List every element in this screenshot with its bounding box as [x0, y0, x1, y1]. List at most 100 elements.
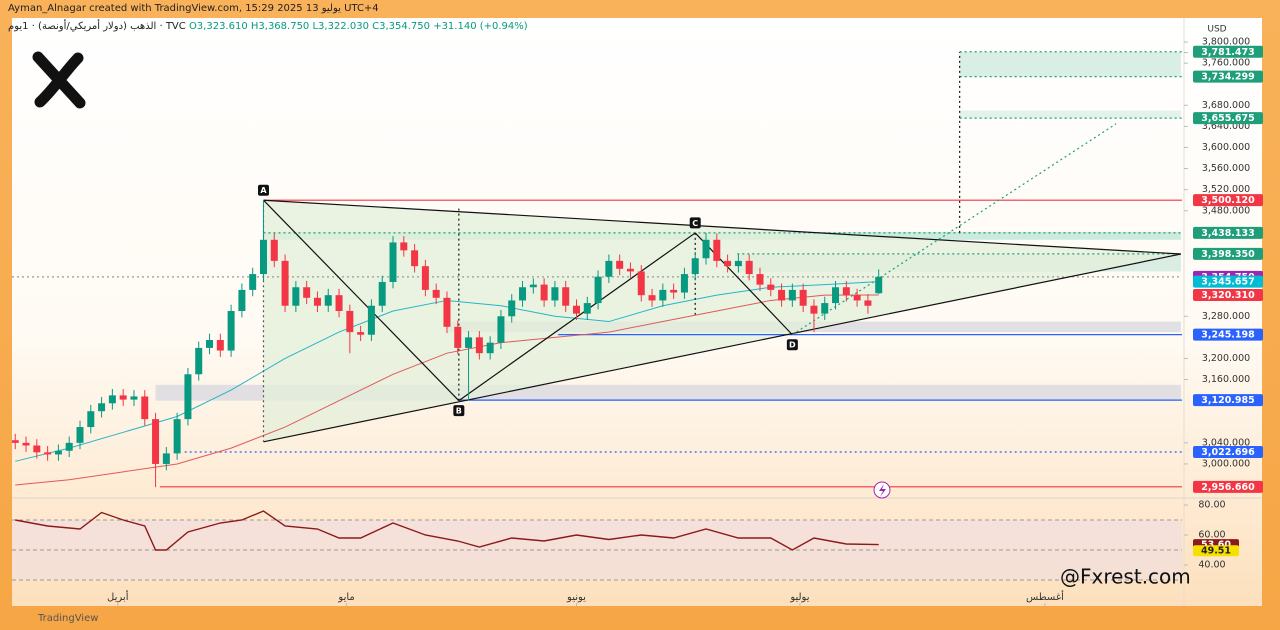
candle-body: [216, 340, 224, 351]
candle-body: [562, 287, 570, 306]
y-tick-label: 3,600.000: [1202, 142, 1250, 153]
trendline: [694, 232, 793, 336]
candle-body: [130, 396, 138, 400]
level-label: 3,500.120: [1201, 195, 1255, 206]
candle-body: [313, 297, 321, 306]
level-label: 3,245.198: [1201, 330, 1255, 341]
triangle-fill: [263, 200, 1181, 442]
point-label: C: [692, 219, 698, 228]
level-tag: [1193, 328, 1263, 341]
rsi-line: [15, 510, 879, 551]
candle-body: [583, 303, 591, 314]
candle-body: [411, 250, 419, 267]
candle-body: [691, 258, 699, 275]
candle-body: [108, 395, 116, 404]
candle-body: [76, 427, 84, 443]
candle-body: [206, 340, 214, 348]
candle-body: [875, 276, 883, 294]
candle-body: [508, 300, 516, 317]
candle-body: [162, 453, 170, 464]
zone: [959, 110, 1181, 119]
x-tick-label: أبريل: [107, 590, 129, 603]
candle-body: [778, 289, 786, 301]
candle-body: [238, 289, 246, 311]
candle-body: [119, 395, 127, 400]
y-tick-label: 3,800.000: [1202, 36, 1250, 47]
moving-average: [15, 294, 879, 486]
level-tag: [1193, 112, 1263, 125]
point-tag: [453, 405, 465, 417]
rsi-tick-label: 80.00: [1198, 500, 1225, 511]
point-label: A: [260, 186, 267, 195]
candle-body: [529, 284, 537, 288]
y-tick-label: 3,200.000: [1202, 353, 1250, 364]
y-tick-label: 3,480.000: [1202, 205, 1250, 216]
level-tag: [1193, 445, 1263, 458]
candle-body: [152, 419, 160, 464]
candle-body: [605, 260, 613, 277]
level-tag: [1193, 226, 1263, 239]
candle-body: [616, 260, 624, 269]
level-tag: [1193, 480, 1263, 493]
candle-body: [195, 347, 203, 375]
y-tick-label: 3,640.000: [1202, 121, 1250, 132]
rsi-tag-label: 53.60: [1201, 540, 1231, 551]
candle-body: [454, 326, 462, 348]
candle-body: [724, 260, 732, 267]
level-label: 3,655.675: [1201, 113, 1255, 124]
candle-body: [389, 242, 397, 282]
point-tag: [786, 339, 798, 351]
candle-body: [594, 276, 602, 304]
y-tick-label: 3,680.000: [1202, 100, 1250, 111]
trendline: [263, 199, 460, 402]
candle-body: [259, 239, 267, 275]
rsi-tag-label: 49.51: [1201, 546, 1231, 557]
y-tick-label: 3,160.000: [1202, 374, 1250, 385]
candle-body: [292, 287, 300, 306]
candle-body: [173, 419, 181, 454]
candle-body: [184, 374, 192, 420]
candle-body: [227, 310, 235, 351]
x-tick-label: مايو: [337, 592, 354, 603]
level-tag: [1193, 394, 1263, 407]
level-tag: [1193, 70, 1263, 83]
zone: [959, 52, 1181, 77]
author-line: Ayman_Alnagar created with TradingView.c…: [8, 3, 379, 14]
candle-body: [281, 260, 289, 306]
x-tick-label: أغسطس: [1026, 590, 1064, 603]
candle-body: [648, 295, 656, 301]
trendline: [263, 253, 1182, 443]
candle-body: [810, 305, 818, 314]
currency: USD: [1207, 25, 1226, 35]
point-label: D: [789, 341, 796, 350]
candle-body: [270, 239, 278, 261]
logo: [32, 51, 86, 109]
level-tag: [1193, 275, 1263, 288]
x-tick-label: يونيو: [566, 592, 586, 603]
candle-body: [44, 452, 52, 455]
level-tag: [1193, 247, 1263, 260]
trendline: [263, 199, 1181, 255]
candle-body: [497, 316, 505, 343]
candle-body: [465, 337, 473, 348]
candle-body: [853, 295, 861, 301]
ohlc: O3,323.610 H3,368.750 L3,322.030 C3,354.…: [188, 21, 430, 32]
candle-body: [432, 289, 440, 298]
candle-body: [378, 281, 386, 306]
candle-body: [367, 305, 375, 335]
x-tick-label: يوليو: [789, 592, 809, 603]
level-label: 3,438.133: [1201, 228, 1255, 239]
level-label: 3,345.657: [1201, 277, 1255, 288]
level-label: 3,022.696: [1201, 447, 1255, 458]
candle-body: [713, 239, 721, 261]
candle-body: [475, 337, 483, 354]
candle-body: [65, 442, 73, 451]
candle-body: [821, 303, 829, 314]
level-label: 3,734.299: [1201, 72, 1255, 83]
y-tick-label: 3,280.000: [1202, 311, 1250, 322]
candle-body: [680, 274, 688, 293]
candle-body: [400, 242, 408, 251]
symbol-line: الذهب (دولار أمريكي/أونصة) · 1يوم · TVC …: [8, 21, 528, 32]
level-label: 3,320.310: [1201, 290, 1255, 301]
candle-body: [540, 284, 548, 301]
